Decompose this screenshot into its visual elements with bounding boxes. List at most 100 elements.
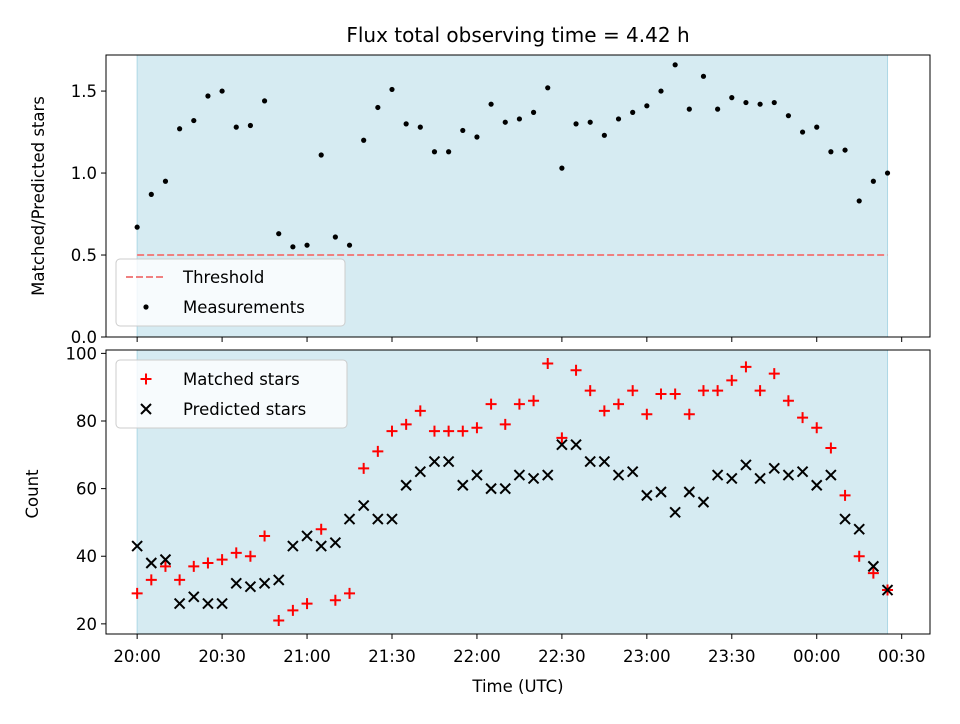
predicted-star-point xyxy=(216,597,228,610)
matched-star-point xyxy=(797,412,809,424)
x-tick-label: 22:30 xyxy=(538,647,586,666)
matched-star-point xyxy=(811,422,823,434)
predicted-star-point xyxy=(329,537,342,549)
predicted-star-point xyxy=(754,472,766,485)
legend-matched-label: Matched stars xyxy=(183,370,300,389)
predicted-star-point xyxy=(414,466,427,478)
matched-star-point xyxy=(867,567,879,579)
bottom-y-tick-label: 100 xyxy=(66,344,98,363)
matched-star-point xyxy=(697,385,709,397)
measurement-point xyxy=(361,137,367,143)
matched-star-point xyxy=(386,425,398,437)
legend-matched-swatch xyxy=(140,373,152,385)
measurement-point xyxy=(460,127,466,134)
measurement-point xyxy=(516,116,523,122)
measurement-point xyxy=(729,95,735,101)
predicted-star-point xyxy=(740,459,752,471)
predicted-star-point xyxy=(612,469,625,481)
matched-star-point xyxy=(287,604,299,616)
measurement-point xyxy=(771,99,777,106)
measurement-point xyxy=(672,62,678,68)
measurement-point xyxy=(545,85,551,91)
x-tick-label: 20:30 xyxy=(198,647,246,666)
measurement-point xyxy=(148,191,154,197)
top-legend xyxy=(115,258,346,327)
measurement-point xyxy=(615,116,622,122)
x-tick-label: 00:00 xyxy=(793,647,841,666)
predicted-star-point xyxy=(145,557,158,569)
bottom-y-tick-label: 60 xyxy=(76,480,97,499)
measurement-point xyxy=(573,121,579,127)
predicted-star-point xyxy=(726,472,738,485)
predicted-star-point xyxy=(244,580,257,593)
measurement-point xyxy=(247,122,254,129)
measurement-point xyxy=(431,149,438,155)
predicted-star-point xyxy=(527,472,540,485)
matched-star-point xyxy=(825,442,837,454)
predicted-star-point xyxy=(230,577,242,589)
legend-threshold-label: Threshold xyxy=(182,268,264,287)
measurement-point xyxy=(446,149,452,155)
predicted-star-point xyxy=(683,486,696,498)
matched-star-point xyxy=(613,398,625,410)
measurement-point xyxy=(219,88,225,94)
measurement-point xyxy=(842,147,848,153)
measurement-point xyxy=(389,86,395,93)
measurement-point xyxy=(715,106,721,112)
predicted-star-point xyxy=(159,553,172,566)
measurement-point xyxy=(785,113,792,119)
predicted-star-point xyxy=(173,597,186,610)
measurement-point xyxy=(346,242,353,248)
matched-star-point xyxy=(471,422,483,434)
matched-star-point xyxy=(188,560,200,572)
matched-star-point xyxy=(584,385,596,397)
matched-star-point xyxy=(712,385,724,397)
predicted-star-point xyxy=(202,597,214,610)
predicted-star-point xyxy=(782,469,795,481)
matched-star-point xyxy=(782,395,794,407)
predicted-star-point xyxy=(131,540,143,552)
top-panel: 0.0 0.5 1.0 1.5 Threshold Measurements xyxy=(71,54,931,347)
predicted-star-point xyxy=(825,469,837,481)
measurement-point xyxy=(375,104,381,111)
predicted-star-point xyxy=(542,469,554,481)
predicted-star-point xyxy=(556,438,568,451)
measurement-point xyxy=(630,109,636,115)
predicted-star-point xyxy=(188,591,200,603)
measurement-point xyxy=(587,119,593,125)
measurement-point xyxy=(261,98,268,104)
matched-star-point xyxy=(499,418,511,430)
matched-star-point xyxy=(754,385,766,397)
bottom-y-tick-label: 80 xyxy=(76,412,97,431)
measurement-point xyxy=(205,93,211,99)
predicted-star-point xyxy=(839,513,851,525)
top-y-tick-label: 1.5 xyxy=(71,82,97,101)
measurement-point xyxy=(162,178,169,184)
predicted-star-point xyxy=(386,513,398,525)
predicted-star-point xyxy=(853,523,865,535)
predicted-star-point xyxy=(811,479,823,491)
matched-star-point xyxy=(669,388,681,400)
matched-star-point xyxy=(244,550,256,562)
matched-star-point xyxy=(570,364,582,376)
predicted-star-point xyxy=(343,513,356,525)
measurement-point xyxy=(743,99,749,106)
top-y-tick-label: 0.0 xyxy=(71,328,97,347)
chart-title: Flux total observing time = 4.42 h xyxy=(346,23,689,47)
measurement-point xyxy=(856,198,862,204)
x-tick-label: 00:30 xyxy=(878,647,926,666)
matched-star-point xyxy=(655,388,667,400)
matched-star-point xyxy=(528,395,540,407)
predicted-star-point xyxy=(471,469,483,481)
matched-star-point xyxy=(428,425,440,437)
predicted-star-point xyxy=(258,577,271,589)
measurement-point xyxy=(488,101,494,107)
predicted-star-point xyxy=(287,540,299,552)
matched-star-point xyxy=(598,405,610,417)
measurement-point xyxy=(559,165,565,171)
matched-star-point xyxy=(853,550,865,562)
matched-star-point xyxy=(202,557,214,569)
matched-star-point xyxy=(259,530,271,542)
bottom-axes-frame xyxy=(105,349,931,635)
